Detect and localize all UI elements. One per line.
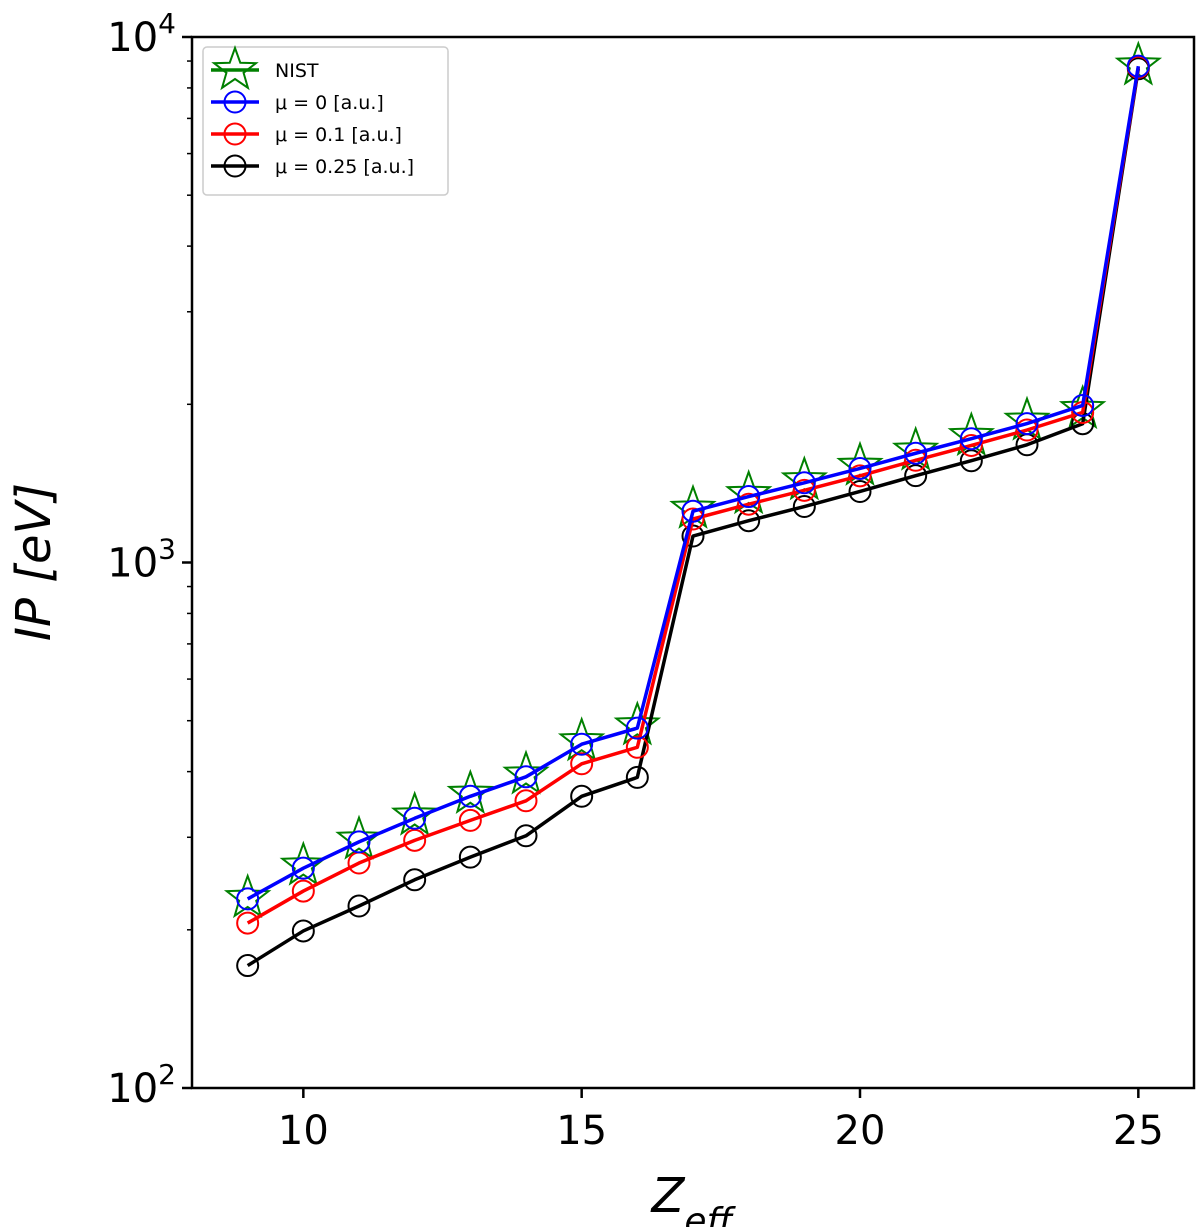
data-point-mu01 — [1015, 418, 1039, 442]
legend-item-mu025: μ = 0.25 [a.u.] — [211, 154, 414, 178]
y-tick-label: 103 — [107, 533, 176, 587]
data-point-mu025 — [514, 824, 538, 848]
series-mu025 — [236, 57, 1150, 978]
x-axis-title: Zeff — [649, 1168, 736, 1227]
data-point-mu025 — [792, 495, 816, 519]
data-point-mu025 — [347, 894, 371, 918]
legend-label: μ = 0.25 [a.u.] — [275, 156, 414, 178]
legend-star-marker — [211, 45, 259, 91]
data-point-mu025 — [458, 845, 482, 869]
x-tick-label: 20 — [835, 1108, 886, 1154]
x-tick-label: 10 — [278, 1108, 329, 1154]
data-point-mu025 — [570, 784, 594, 808]
data-point-mu01 — [848, 464, 872, 488]
data-point-mu025 — [291, 919, 315, 943]
series-line-mu025 — [246, 68, 1141, 968]
x-tick-label: 25 — [1113, 1108, 1164, 1154]
series-mu0 — [236, 54, 1150, 911]
data-point-mu0 — [904, 441, 928, 465]
data-point-mu01 — [959, 433, 983, 457]
data-point-mu0 — [403, 806, 427, 830]
data-point-NIST — [557, 716, 606, 762]
data-point-mu01 — [291, 879, 315, 903]
data-point-mu0 — [236, 887, 260, 911]
legend-item-NIST: NIST — [211, 45, 319, 91]
legend: NIST μ = 0 [a.u.] μ = 0.1 [a.u.] μ = 0.25 [… — [202, 45, 449, 196]
data-point-mu0 — [959, 427, 983, 451]
data-point-mu0 — [792, 471, 816, 495]
x-tick-label: 15 — [556, 1108, 607, 1154]
data-point-NIST — [279, 840, 328, 886]
series-line-mu01 — [246, 66, 1141, 925]
data-point-NIST — [390, 790, 439, 836]
data-point-mu0 — [1126, 54, 1150, 78]
data-point-mu0 — [681, 499, 705, 523]
data-point-mu025 — [904, 464, 928, 488]
axes: 10 15 20 25 102 103 104 — [107, 7, 1164, 1154]
legend-item-mu01: μ = 0.1 [a.u.] — [211, 122, 402, 146]
legend-circle-marker — [223, 122, 247, 146]
y-axis-title: IP [eV] — [6, 483, 62, 641]
legend-item-mu0: μ = 0 [a.u.] — [211, 90, 384, 114]
legend-label: μ = 0.1 [a.u.] — [275, 124, 402, 146]
data-point-mu025 — [403, 868, 427, 892]
legend-label: μ = 0 [a.u.] — [275, 92, 384, 114]
series-layer — [223, 40, 1163, 978]
data-point-mu0 — [625, 716, 649, 740]
data-point-mu01 — [236, 911, 260, 935]
data-point-mu01 — [904, 448, 928, 472]
data-point-mu01 — [737, 492, 761, 516]
data-point-mu0 — [848, 456, 872, 480]
data-point-mu0 — [1015, 412, 1039, 436]
data-point-mu025 — [625, 765, 649, 789]
data-point-mu01 — [792, 478, 816, 502]
data-point-mu0 — [458, 784, 482, 808]
data-point-mu01 — [403, 828, 427, 852]
data-point-mu0 — [1071, 393, 1095, 417]
data-point-mu025 — [236, 954, 260, 978]
data-point-mu025 — [737, 509, 761, 533]
series-mu01 — [236, 55, 1150, 935]
data-point-mu01 — [681, 507, 705, 531]
legend-circle-marker — [223, 154, 247, 178]
y-tick-label: 102 — [107, 1058, 176, 1112]
series-line-mu0 — [246, 65, 1141, 901]
data-point-mu0 — [347, 830, 371, 854]
data-point-mu025 — [848, 479, 872, 503]
data-point-mu01 — [514, 789, 538, 813]
legend-box — [202, 46, 449, 196]
data-point-mu0 — [291, 856, 315, 880]
legend-label: NIST — [275, 60, 319, 82]
data-point-mu01 — [458, 808, 482, 832]
data-point-NIST — [446, 768, 495, 814]
y-tick-label: 104 — [107, 7, 176, 61]
data-point-mu0 — [570, 732, 594, 756]
data-point-NIST — [613, 700, 662, 746]
data-point-mu0 — [514, 765, 538, 789]
data-point-mu01 — [570, 752, 594, 776]
data-point-mu01 — [625, 735, 649, 759]
legend-circle-marker — [223, 90, 247, 114]
data-point-NIST — [335, 814, 383, 860]
data-point-mu0 — [737, 485, 761, 509]
